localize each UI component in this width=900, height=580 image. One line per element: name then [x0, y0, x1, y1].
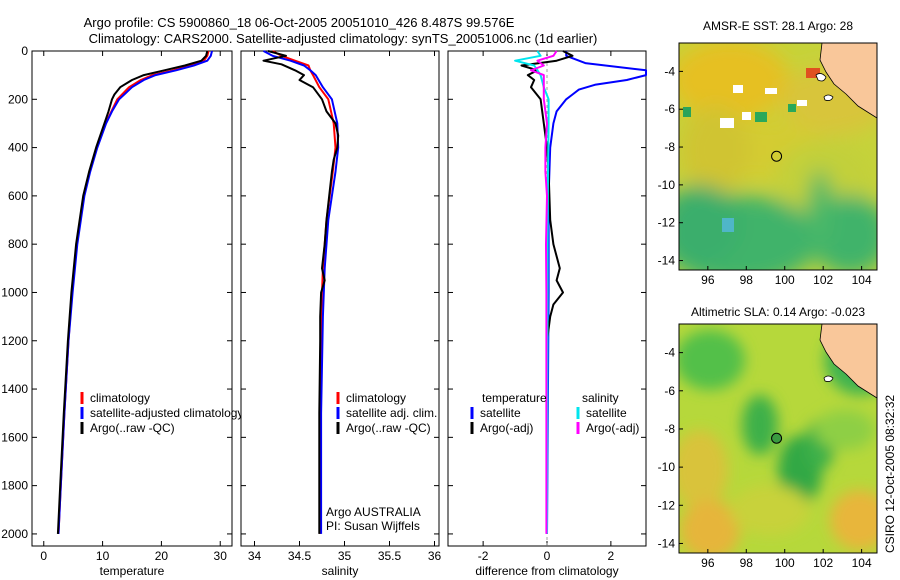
sla-argo-position-marker — [771, 432, 783, 444]
temperature-xtick-label: 0 — [40, 549, 47, 563]
sst_map-xtick-label: 96 — [701, 273, 715, 287]
sla_map-xtick-label: 100 — [775, 556, 795, 570]
salinity-annotation-line: Argo AUSTRALIA — [326, 505, 421, 519]
difference-legend-label: satellite — [480, 406, 521, 420]
temperature-ytick-label: 600 — [8, 189, 28, 203]
temperature-ytick-label: 800 — [8, 237, 28, 251]
difference-xtick-label: 2 — [608, 549, 615, 563]
temperature-ytick-label: 1400 — [1, 382, 28, 396]
temperature-legend-label: satellite-adjusted climatology — [90, 406, 243, 420]
temperature-legend-label: climatology — [90, 391, 150, 405]
temperature-ytick-label: 1200 — [1, 334, 28, 348]
sla-map-panel: Altimetric SLA: 0.14 Argo: -0.023 96 98 10… — [658, 305, 878, 570]
title-line-1: Argo profile: CS 5900860_18 06-Oct-2005 … — [84, 15, 515, 30]
sla_map-ytick-label: -6 — [664, 384, 675, 398]
temperature-ytick-label: 0 — [21, 44, 28, 58]
sla_map-ytick-label: -14 — [658, 536, 676, 550]
temperature-ytick-label: 400 — [8, 141, 28, 155]
salinity-annotation-line: PI: Susan Wijffels — [326, 519, 420, 533]
sst-map-axes: 96 98 100 102 104 -4 -6 -8 -10 -12 -14 — [658, 64, 872, 287]
sla-map-frame — [678, 323, 878, 554]
difference-series-salinity-argo-adj- — [530, 50, 558, 534]
salinity-legend-label: Argo(..raw -QC) — [346, 421, 431, 435]
temperature-ytick-label: 1600 — [1, 430, 28, 444]
sst-argo-position-marker — [771, 150, 783, 162]
salinity-series-argo-raw-qc- — [262, 50, 340, 534]
sst_map-xtick-label: 98 — [740, 273, 754, 287]
salinity-series-satellite-adj-clim- — [263, 50, 340, 534]
sla_map-ytick-label: -12 — [658, 498, 676, 512]
sst_map-xtick-label: 100 — [775, 273, 795, 287]
salinity-xtick-label: 35 — [338, 549, 352, 563]
sst-map-frame — [678, 42, 878, 271]
sla_map-ytick-label: -4 — [664, 346, 675, 360]
difference-xtick-label: -2 — [478, 549, 489, 563]
title-line-2: Climatology: CARS2000. Satellite-adjuste… — [89, 31, 598, 46]
difference-xlabel: difference from climatology — [475, 564, 618, 578]
temperature-ytick-label: 1800 — [1, 479, 28, 493]
difference-series-salinity-satellite — [514, 50, 550, 534]
difference-legend-label: satellite — [586, 406, 627, 420]
salinity-xtick-label: 35.5 — [378, 549, 402, 563]
difference-legend-label: Argo(-adj) — [480, 421, 533, 435]
sst_map-xtick-label: 104 — [852, 273, 872, 287]
sst_map-ytick-label: -10 — [658, 178, 676, 192]
temperature-panel: 0 10 20 30 0 200 400 600 800 1000 1200 1400 1600 1800… — [1, 44, 243, 578]
salinity-xtick-label: 34.5 — [288, 549, 312, 563]
sst_map-ytick-label: -8 — [664, 140, 675, 154]
temperature-xtick-label: 20 — [155, 549, 169, 563]
temperature-ytick-label: 2000 — [1, 527, 28, 541]
sla_map-xtick-label: 102 — [813, 556, 833, 570]
sst-map-panel: AMSR-E SST: 28.1 Argo: 28 — [658, 19, 878, 287]
sst_map-ytick-label: -12 — [658, 216, 676, 230]
salinity-xlabel: salinity — [322, 564, 359, 578]
salinity-legend-label: satellite adj. clim. — [346, 406, 437, 420]
salinity-legend-label: climatology — [346, 391, 406, 405]
sla-map-axes: 96 98 100 102 104 -4 -6 -8 -10 -12 -14 — [658, 346, 872, 570]
sla_map-ytick-label: -10 — [658, 460, 676, 474]
sla-map-field — [679, 324, 877, 553]
sst-map-field — [679, 43, 877, 270]
salinity-frame — [240, 50, 440, 547]
temperature-frame — [31, 50, 233, 547]
sla_map-xtick-label: 104 — [852, 556, 872, 570]
salinity-panel: 34 34.5 35 35.5 36 salinity climatologysatelli… — [240, 50, 442, 578]
temperature-ytick-label: 200 — [8, 92, 28, 106]
temperature-series-argo-raw-qc- — [56, 50, 209, 534]
difference-legend-salinity-header: salinity — [582, 391, 619, 405]
difference-legend-label: Argo(-adj) — [586, 421, 639, 435]
sla-map-title: Altimetric SLA: 0.14 Argo: -0.023 — [691, 305, 865, 319]
difference-legend-temperature-header: temperature — [482, 391, 547, 405]
temperature-xtick-label: 10 — [96, 549, 110, 563]
temperature-ytick-label: 1000 — [1, 285, 28, 299]
sst_map-xtick-label: 102 — [813, 273, 833, 287]
sla_map-xtick-label: 96 — [701, 556, 715, 570]
sla_map-xtick-label: 98 — [740, 556, 754, 570]
temperature-legend-label: Argo(..raw -QC) — [90, 421, 175, 435]
sst_map-ytick-label: -4 — [664, 64, 675, 78]
sst_map-ytick-label: -14 — [658, 254, 676, 268]
salinity-xtick-label: 34 — [248, 549, 262, 563]
temperature-xlabel: temperature — [100, 564, 165, 578]
sst-map-title: AMSR-E SST: 28.1 Argo: 28 — [703, 19, 853, 33]
sla_map-ytick-label: -8 — [664, 422, 675, 436]
difference-xtick-label: 0 — [544, 549, 551, 563]
sst_map-ytick-label: -6 — [664, 102, 675, 116]
credit-timestamp: CSIRO 12-Oct-2005 08:32:32 — [883, 395, 897, 553]
salinity-xtick-label: 36 — [428, 549, 442, 563]
temperature-xtick-label: 30 — [214, 549, 228, 563]
